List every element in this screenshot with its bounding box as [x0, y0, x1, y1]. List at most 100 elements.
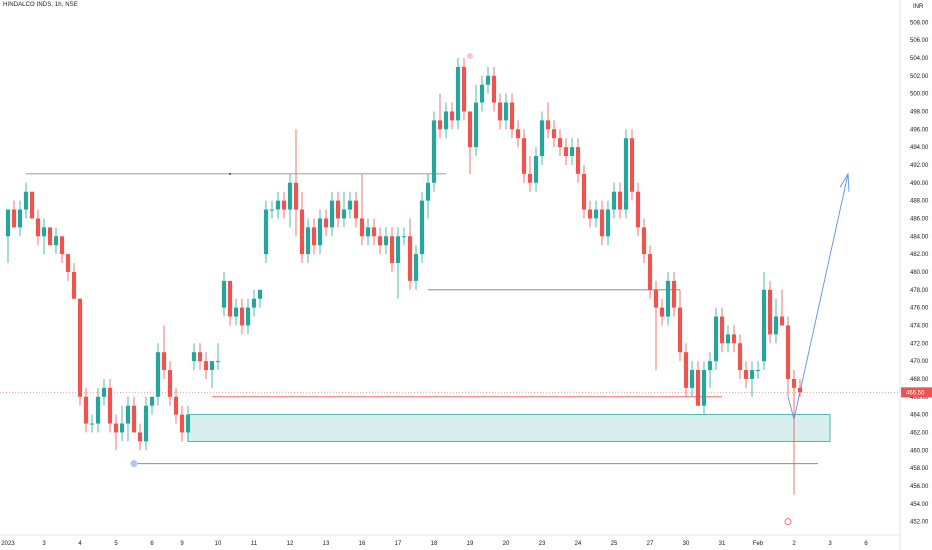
candle-body[interactable]: [287, 182, 293, 210]
candle-body[interactable]: [47, 227, 53, 246]
candle-body[interactable]: [701, 370, 707, 406]
candle-body[interactable]: [509, 102, 515, 130]
candle-body[interactable]: [401, 236, 407, 238]
candle-body[interactable]: [155, 352, 161, 397]
candle-body[interactable]: [437, 120, 443, 130]
candle-body[interactable]: [665, 280, 671, 317]
candle-body[interactable]: [725, 334, 731, 344]
candle-body[interactable]: [659, 307, 665, 317]
candle-body[interactable]: [479, 84, 485, 103]
candle-body[interactable]: [389, 236, 395, 264]
candle-body[interactable]: [341, 209, 347, 219]
candle-body[interactable]: [353, 200, 359, 219]
candle-body[interactable]: [797, 387, 803, 393]
candle-body[interactable]: [101, 387, 107, 397]
candle-body[interactable]: [449, 111, 455, 121]
candle-body[interactable]: [431, 120, 437, 183]
candle-body[interactable]: [689, 370, 695, 388]
candle-body[interactable]: [245, 307, 251, 326]
candle-body[interactable]: [671, 280, 677, 308]
candle-body[interactable]: [413, 254, 419, 281]
candle-body[interactable]: [653, 289, 659, 308]
candle-body[interactable]: [773, 316, 779, 335]
candle-body[interactable]: [71, 271, 77, 299]
candle-body[interactable]: [359, 218, 365, 237]
candle-body[interactable]: [233, 307, 239, 317]
candle-body[interactable]: [587, 209, 593, 219]
candle-body[interactable]: [719, 316, 725, 344]
candle-body[interactable]: [191, 352, 197, 362]
candle-body[interactable]: [491, 75, 497, 103]
candle-body[interactable]: [305, 227, 311, 255]
candle-body[interactable]: [29, 191, 35, 219]
candle-body[interactable]: [173, 396, 179, 415]
candle-body[interactable]: [497, 102, 503, 121]
candle-body[interactable]: [779, 316, 785, 326]
candle-body[interactable]: [533, 156, 539, 183]
candle-body[interactable]: [563, 147, 569, 157]
candle-body[interactable]: [599, 209, 605, 237]
candle-body[interactable]: [623, 138, 629, 210]
candle-body[interactable]: [17, 209, 23, 228]
candle-body[interactable]: [611, 191, 617, 210]
candle-body[interactable]: [281, 200, 287, 210]
candle-body[interactable]: [473, 102, 479, 148]
candle-body[interactable]: [593, 209, 599, 219]
candle-body[interactable]: [95, 396, 101, 424]
candle-body[interactable]: [641, 227, 647, 255]
candle-body[interactable]: [575, 147, 581, 174]
candle-body[interactable]: [683, 352, 689, 388]
candle-body[interactable]: [743, 370, 749, 379]
candle-body[interactable]: [5, 209, 11, 237]
candle-body[interactable]: [371, 227, 377, 237]
candle-body[interactable]: [647, 254, 653, 290]
candle-body[interactable]: [317, 218, 323, 246]
candle-body[interactable]: [323, 218, 329, 228]
candle-body[interactable]: [365, 227, 371, 237]
candle-body[interactable]: [83, 396, 89, 424]
candle-body[interactable]: [335, 200, 341, 219]
candle-body[interactable]: [161, 352, 167, 371]
candle-body[interactable]: [65, 254, 71, 272]
candle-body[interactable]: [119, 423, 125, 433]
candle-body[interactable]: [629, 138, 635, 192]
candle-body[interactable]: [425, 182, 431, 201]
candle-body[interactable]: [569, 147, 575, 157]
candle-body[interactable]: [53, 236, 59, 246]
candle-body[interactable]: [539, 120, 545, 157]
candle-body[interactable]: [167, 370, 173, 397]
candle-body[interactable]: [383, 236, 389, 246]
candle-body[interactable]: [311, 227, 317, 246]
candle-body[interactable]: [521, 138, 527, 174]
candle-body[interactable]: [179, 414, 185, 433]
demand-zone[interactable]: [187, 414, 831, 442]
candle-body[interactable]: [35, 218, 41, 237]
candle-body[interactable]: [239, 307, 245, 326]
candle-body[interactable]: [197, 352, 203, 362]
candle-body[interactable]: [221, 280, 227, 308]
candle-body[interactable]: [551, 129, 557, 139]
candle-body[interactable]: [227, 280, 233, 317]
candle-body[interactable]: [41, 227, 47, 237]
candle-body[interactable]: [557, 138, 563, 148]
candle-body[interactable]: [251, 298, 257, 308]
candle-body[interactable]: [731, 334, 737, 344]
candle-body[interactable]: [125, 405, 131, 424]
candle-body[interactable]: [737, 343, 743, 371]
candle-body[interactable]: [131, 405, 137, 433]
candle-body[interactable]: [581, 173, 587, 210]
candle-body[interactable]: [767, 289, 773, 335]
candle-body[interactable]: [215, 361, 221, 363]
candle-body[interactable]: [347, 200, 353, 210]
candle-body[interactable]: [791, 378, 797, 388]
candle-body[interactable]: [263, 209, 269, 255]
candle-body[interactable]: [23, 191, 29, 210]
candle-body[interactable]: [329, 200, 335, 228]
event-marker[interactable]: [784, 518, 792, 526]
candle-body[interactable]: [395, 236, 401, 264]
candle-body[interactable]: [59, 236, 65, 255]
candle-body[interactable]: [209, 361, 215, 371]
candle-body[interactable]: [113, 423, 119, 433]
candle-body[interactable]: [617, 191, 623, 210]
candle-body[interactable]: [89, 423, 95, 425]
